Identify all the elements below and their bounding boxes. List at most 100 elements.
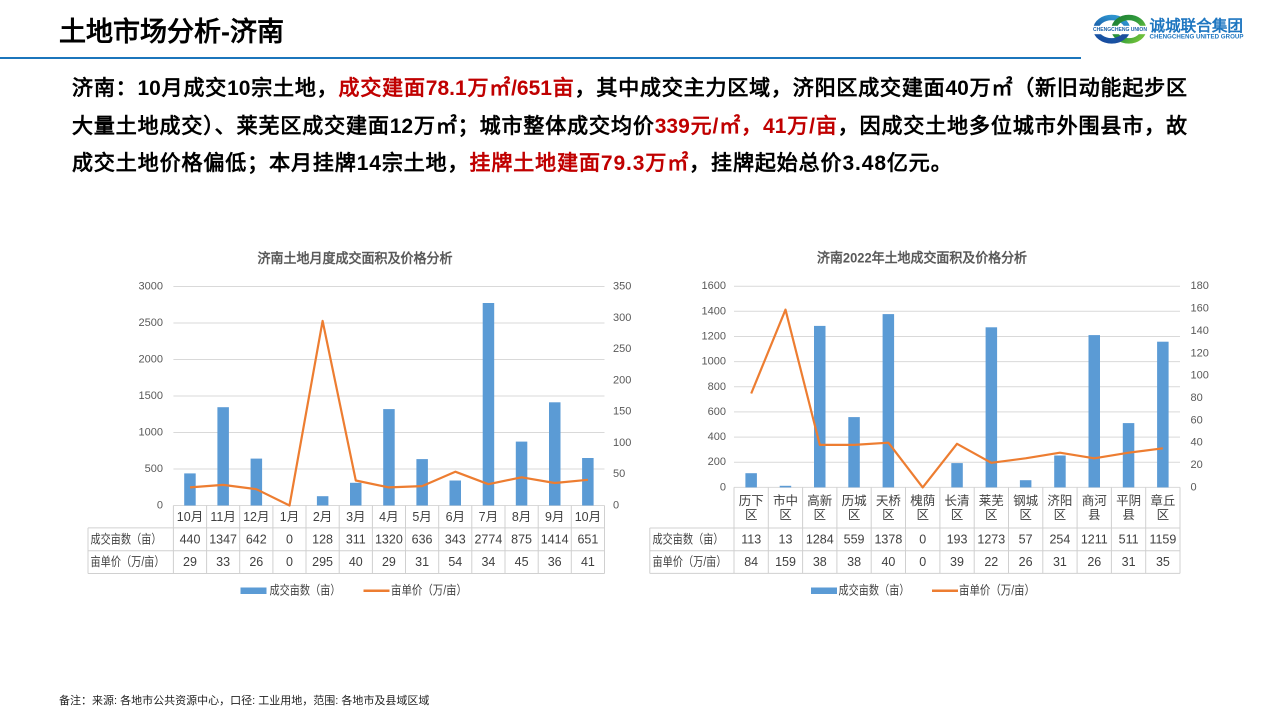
svg-text:1347: 1347: [209, 532, 237, 546]
svg-text:区: 区: [848, 508, 861, 522]
svg-text:诚城联合集团: 诚城联合集团: [1150, 16, 1244, 35]
svg-text:成交亩数（亩）: 成交亩数（亩）: [91, 531, 162, 546]
svg-text:历城: 历城: [842, 494, 868, 508]
svg-text:区: 区: [1157, 508, 1170, 522]
svg-text:36: 36: [548, 555, 562, 569]
svg-text:2月: 2月: [313, 510, 332, 524]
svg-text:26: 26: [1087, 555, 1101, 569]
svg-text:40: 40: [881, 555, 895, 569]
svg-text:长清: 长清: [944, 494, 969, 508]
svg-text:100: 100: [1191, 370, 1209, 382]
svg-text:651: 651: [577, 532, 598, 546]
svg-text:1600: 1600: [702, 280, 726, 292]
svg-text:1000: 1000: [139, 427, 163, 439]
svg-text:41: 41: [581, 555, 595, 569]
svg-text:84: 84: [744, 555, 758, 569]
svg-text:12月: 12月: [243, 510, 269, 524]
svg-text:1378: 1378: [874, 532, 902, 546]
svg-text:济南土地月度成交面积及价格分析: 济南土地月度成交面积及价格分析: [258, 250, 453, 266]
svg-text:2000: 2000: [139, 354, 163, 366]
svg-text:26: 26: [1019, 555, 1033, 569]
svg-text:40: 40: [1191, 437, 1203, 449]
svg-text:39: 39: [950, 555, 964, 569]
svg-text:章丘: 章丘: [1150, 493, 1175, 508]
svg-text:1320: 1320: [375, 532, 403, 546]
svg-text:区: 区: [951, 508, 964, 522]
svg-text:11月: 11月: [210, 510, 235, 524]
svg-text:0: 0: [286, 555, 293, 569]
svg-text:22: 22: [984, 555, 998, 569]
svg-text:商河: 商河: [1082, 493, 1108, 508]
svg-text:1000: 1000: [702, 356, 726, 368]
svg-text:区: 区: [779, 508, 792, 522]
svg-text:2500: 2500: [139, 317, 163, 329]
svg-text:642: 642: [246, 532, 267, 546]
svg-text:天桥: 天桥: [876, 494, 902, 508]
svg-text:4月: 4月: [379, 510, 398, 524]
svg-text:160: 160: [1191, 303, 1209, 315]
svg-text:113: 113: [741, 532, 761, 546]
svg-text:636: 636: [412, 532, 433, 546]
svg-text:500: 500: [145, 463, 163, 475]
svg-text:6月: 6月: [446, 510, 465, 524]
svg-text:150: 150: [613, 406, 631, 418]
svg-text:140: 140: [1191, 325, 1209, 337]
svg-text:29: 29: [183, 555, 197, 569]
svg-text:311: 311: [346, 532, 366, 546]
svg-text:7月: 7月: [479, 510, 498, 524]
svg-text:400: 400: [708, 431, 726, 443]
svg-text:区: 区: [1054, 508, 1067, 522]
svg-text:8月: 8月: [512, 510, 531, 524]
svg-text:875: 875: [511, 532, 532, 546]
svg-text:槐荫: 槐荫: [910, 493, 935, 508]
svg-text:亩单价（万/亩）: 亩单价（万/亩）: [653, 554, 727, 569]
svg-text:济南2022年土地成交面积及价格分析: 济南2022年土地成交面积及价格分析: [817, 250, 1027, 266]
svg-text:31: 31: [415, 555, 429, 569]
svg-text:0: 0: [720, 481, 726, 493]
svg-text:33: 33: [216, 555, 230, 569]
svg-text:区: 区: [882, 508, 895, 522]
svg-text:3月: 3月: [346, 510, 365, 524]
svg-text:10月: 10月: [575, 510, 601, 524]
svg-text:1284: 1284: [806, 532, 834, 546]
svg-text:180: 180: [1191, 280, 1209, 292]
svg-text:0: 0: [919, 532, 926, 546]
svg-text:平阴: 平阴: [1116, 494, 1141, 508]
svg-text:45: 45: [515, 555, 529, 569]
svg-text:254: 254: [1049, 532, 1070, 546]
svg-text:市中: 市中: [773, 493, 798, 508]
svg-text:0: 0: [613, 500, 619, 512]
svg-text:成交亩数（亩）: 成交亩数（亩）: [270, 583, 341, 598]
svg-text:100: 100: [613, 437, 631, 449]
svg-text:295: 295: [312, 555, 333, 569]
svg-text:38: 38: [813, 555, 827, 569]
svg-text:600: 600: [708, 406, 726, 418]
svg-text:9月: 9月: [545, 510, 564, 524]
svg-text:20: 20: [1191, 459, 1203, 471]
svg-text:31: 31: [1053, 555, 1067, 569]
svg-text:1月: 1月: [280, 510, 299, 524]
svg-text:1211: 1211: [1081, 532, 1108, 546]
svg-text:10月: 10月: [177, 510, 203, 524]
svg-text:193: 193: [947, 532, 968, 546]
svg-text:350: 350: [613, 281, 631, 293]
svg-text:26: 26: [249, 555, 263, 569]
svg-text:128: 128: [312, 532, 333, 546]
svg-text:历下: 历下: [739, 494, 764, 508]
svg-text:54: 54: [448, 555, 462, 569]
svg-text:343: 343: [445, 532, 466, 546]
svg-text:511: 511: [1119, 532, 1139, 546]
svg-text:440: 440: [180, 532, 201, 546]
svg-text:80: 80: [1191, 392, 1203, 404]
svg-text:0: 0: [1191, 481, 1197, 493]
svg-text:区: 区: [916, 508, 929, 522]
svg-text:1159: 1159: [1149, 532, 1176, 546]
svg-text:50: 50: [613, 468, 625, 480]
svg-text:济阳: 济阳: [1047, 493, 1072, 508]
svg-text:高新: 高新: [807, 493, 832, 508]
svg-text:亩单价（万/亩）: 亩单价（万/亩）: [391, 583, 467, 598]
svg-text:159: 159: [775, 555, 796, 569]
svg-text:1500: 1500: [139, 390, 163, 402]
svg-text:40: 40: [349, 555, 363, 569]
svg-text:35: 35: [1156, 555, 1170, 569]
